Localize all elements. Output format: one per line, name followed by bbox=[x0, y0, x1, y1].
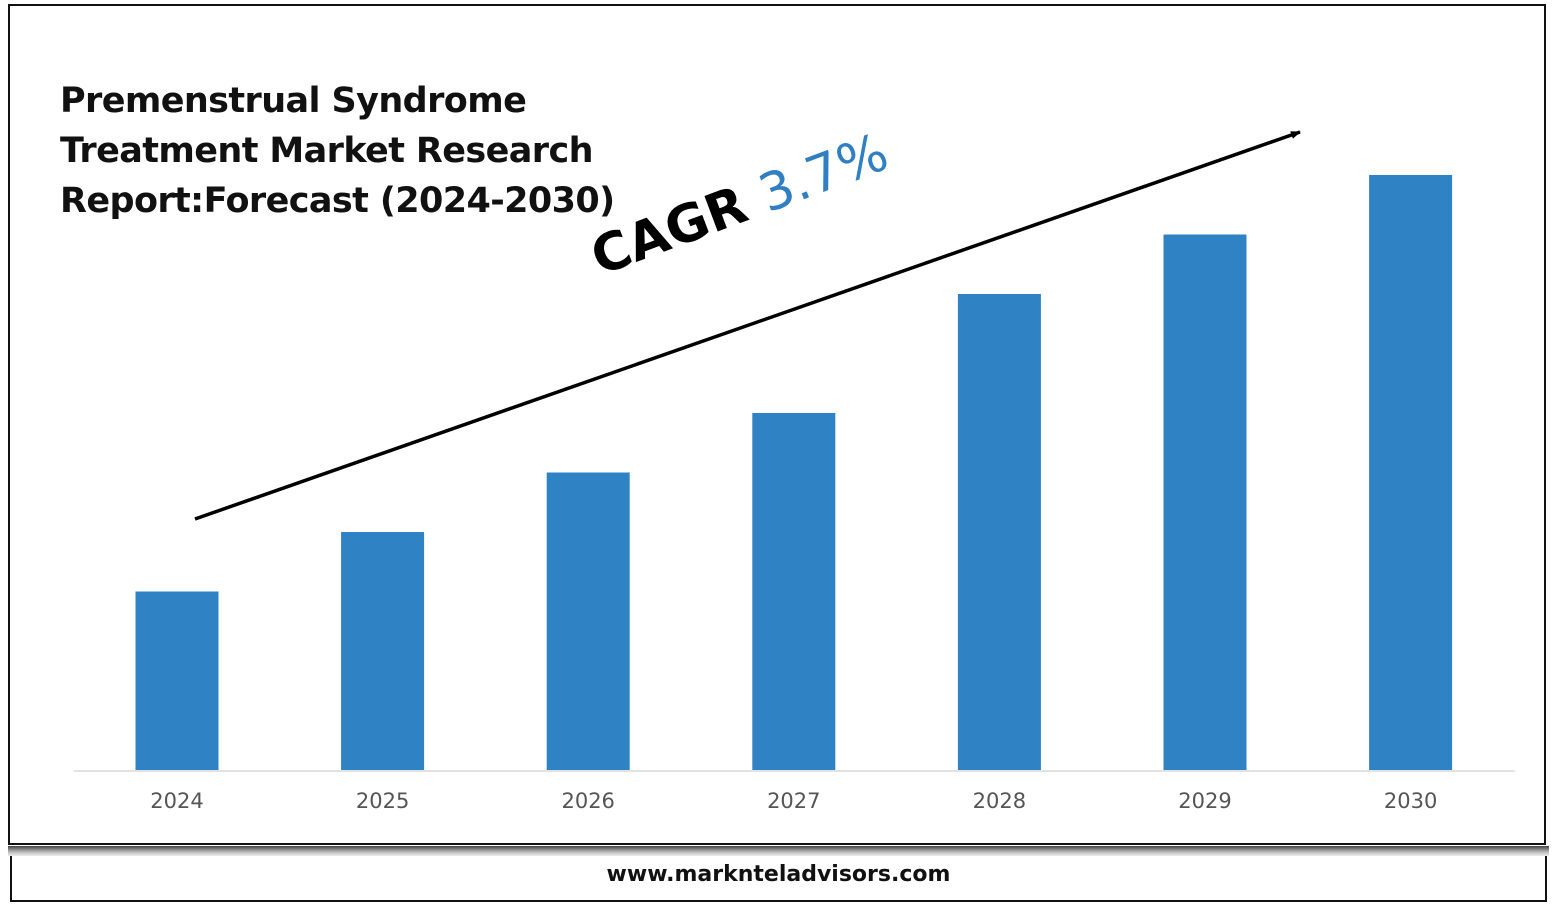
x-tick-label: 2029 bbox=[1178, 789, 1231, 813]
bar-2030 bbox=[1369, 175, 1453, 770]
x-tick-label: 2026 bbox=[561, 789, 614, 813]
x-tick-label: 2025 bbox=[356, 789, 409, 813]
bar-2027 bbox=[752, 413, 836, 770]
x-tick-label: 2030 bbox=[1384, 789, 1437, 813]
x-tick-label: 2027 bbox=[767, 789, 820, 813]
x-tick-label: 2028 bbox=[973, 789, 1026, 813]
x-tick-label: 2024 bbox=[150, 789, 203, 813]
bar-2029 bbox=[1163, 234, 1247, 770]
trend-arrow bbox=[194, 130, 1301, 521]
footer-box bbox=[10, 856, 1547, 902]
bar-2024 bbox=[135, 591, 219, 770]
bar-2028 bbox=[957, 294, 1041, 770]
bar-2025 bbox=[341, 532, 425, 770]
bar-2026 bbox=[546, 472, 630, 770]
footer-url: www.marknteladvisors.com bbox=[606, 862, 951, 887]
footer-divider bbox=[8, 846, 1549, 856]
chart-title: Premenstrual Syndrome Treatment Market R… bbox=[60, 81, 615, 221]
